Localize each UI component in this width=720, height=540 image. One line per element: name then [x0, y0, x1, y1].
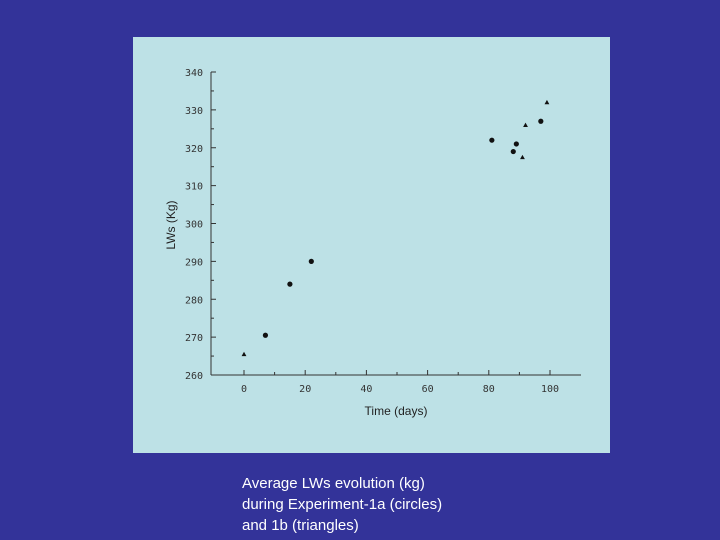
- figure-caption: Average LWs evolution (kg) during Experi…: [242, 473, 442, 536]
- data-point-circle: [489, 137, 495, 143]
- x-tick-label: 60: [422, 384, 434, 395]
- y-tick-label: 300: [185, 220, 203, 231]
- axes: [210, 72, 581, 376]
- x-tick-label: 40: [360, 384, 372, 395]
- y-tick-label: 320: [185, 144, 203, 155]
- x-axis-label: Time (days): [365, 404, 428, 418]
- data-points: [241, 99, 550, 357]
- x-tick-label: 80: [483, 384, 495, 395]
- data-point-triangle: [544, 99, 550, 105]
- data-point-circle: [308, 258, 314, 264]
- data-point-circle: [538, 118, 544, 124]
- data-point-triangle: [241, 351, 247, 357]
- data-point-circle: [513, 141, 519, 147]
- y-tick-label: 280: [185, 295, 203, 306]
- x-tick-label: 0: [241, 384, 247, 395]
- data-point-circle: [510, 148, 516, 155]
- y-tick-label: 310: [185, 182, 203, 193]
- y-tick-label: 290: [185, 257, 203, 268]
- data-point-circle: [287, 281, 293, 287]
- caption-line: Average LWs evolution (kg): [242, 475, 425, 492]
- caption-line: and 1b (triangles): [242, 517, 359, 534]
- y-tick-label: 340: [185, 68, 203, 79]
- x-tick-label: 20: [299, 384, 311, 395]
- caption-line: during Experiment-1a (circles): [242, 496, 443, 513]
- y-tick-label: 260: [185, 371, 203, 382]
- data-point-triangle: [523, 122, 528, 127]
- y-axis-label: LWs (Kg): [164, 200, 178, 249]
- y-tick-label: 330: [185, 106, 203, 117]
- data-point-triangle: [520, 154, 525, 160]
- ticks: 260 270 280 290 300 310 320 330 340 0 20 40 60 80 100: [185, 68, 559, 395]
- chart-panel: 260 270 280 290 300 310 320 330 340 0 20 40 60 80 100 …: [133, 37, 610, 453]
- y-tick-label: 270: [185, 333, 203, 344]
- data-point-circle: [262, 332, 269, 338]
- x-tick-label: 100: [541, 384, 559, 395]
